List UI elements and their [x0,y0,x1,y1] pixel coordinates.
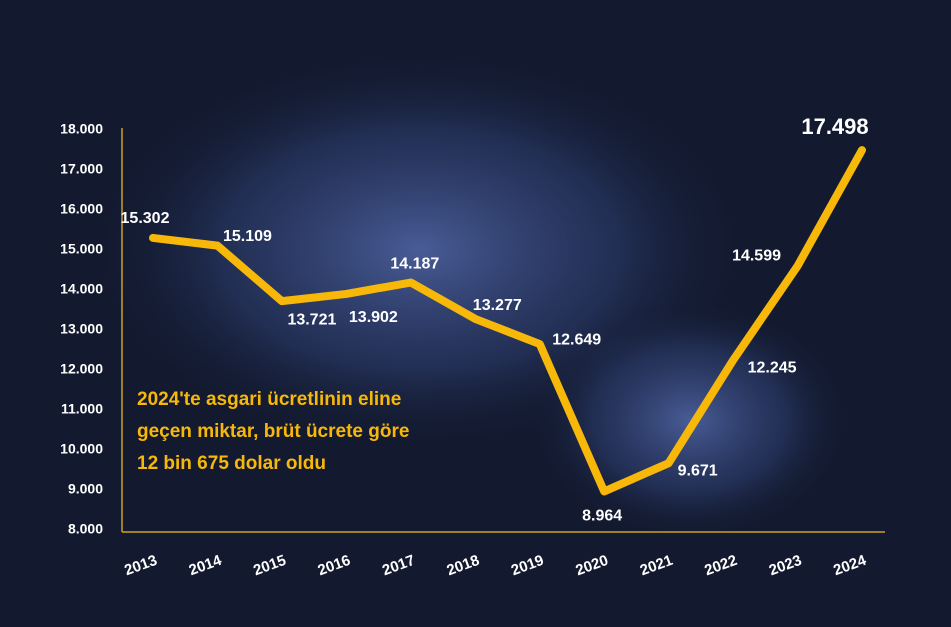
annotation-line: 2024'te asgari ücretlinin eline [137,389,401,410]
data-label: 9.671 [678,462,718,479]
y-tick-label: 13.000 [60,321,103,337]
data-label: 13.721 [287,311,336,328]
annotation-line: 12 bin 675 dolar oldu [137,453,326,474]
y-tick-label: 8.000 [68,521,103,537]
y-tick-label: 11.000 [61,401,103,417]
y-tick-label: 14.000 [60,281,103,297]
data-label: 14.599 [732,247,781,264]
data-line [149,146,866,496]
data-label: 17.498 [801,114,868,139]
data-label: 12.649 [552,331,601,348]
y-tick-label: 12.000 [60,361,103,377]
data-label: 13.902 [349,309,398,326]
data-label: 13.277 [473,297,522,314]
data-label: 14.187 [390,256,439,273]
y-tick-label: 15.000 [60,241,103,257]
annotation-line: geçen miktar, brüt ücrete göre [137,421,409,442]
y-tick-label: 10.000 [60,441,103,457]
data-label: 15.302 [121,210,170,227]
annotation: 2024'te asgari ücretlinin eline geçen mi… [137,389,409,474]
background-image [530,300,850,540]
data-label: 15.109 [223,228,272,245]
y-tick-label: 17.000 [60,161,103,177]
data-label: 12.245 [748,359,797,376]
y-tick-label: 18.000 [60,121,103,137]
y-tick-label: 16.000 [60,201,103,217]
data-label: 8.964 [582,508,622,525]
y-tick-label: 9.000 [68,481,103,497]
